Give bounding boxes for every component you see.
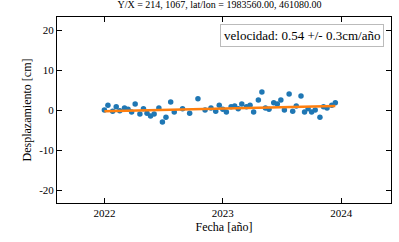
svg-text:-20: -20: [39, 184, 54, 196]
svg-text:Desplazamiento [cm]: Desplazamiento [cm]: [20, 59, 34, 162]
svg-text:Y/X = 214, 1067, lat/lon = 198: Y/X = 214, 1067, lat/lon = 1983560.00, 4…: [117, 0, 321, 10]
svg-text:2023: 2023: [212, 207, 235, 219]
svg-text:-10: -10: [39, 144, 54, 156]
svg-text:velocidad: 0.54 +/- 0.3cm/año: velocidad: 0.54 +/- 0.3cm/año: [224, 28, 380, 43]
svg-text:0: 0: [48, 104, 54, 116]
svg-text:2022: 2022: [93, 207, 115, 219]
svg-text:20: 20: [43, 24, 55, 36]
svg-text:10: 10: [43, 64, 55, 76]
svg-text:Fecha [año]: Fecha [año]: [196, 220, 253, 234]
svg-text:2024: 2024: [330, 207, 353, 219]
